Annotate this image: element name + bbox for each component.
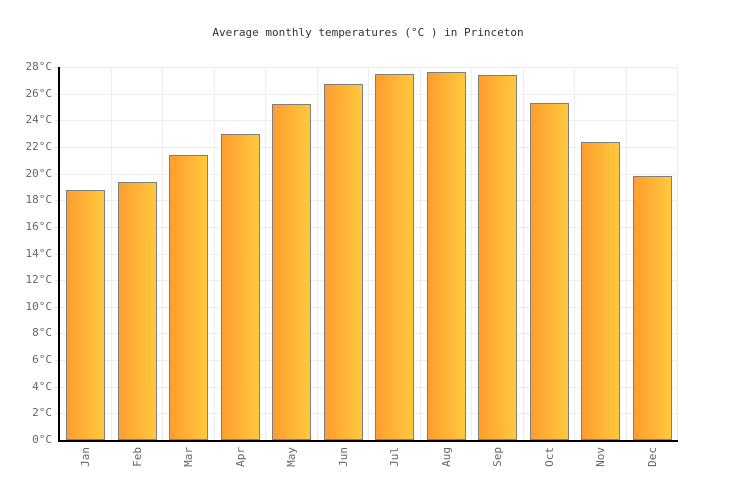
h-gridline <box>60 306 678 308</box>
y-tick <box>55 306 60 308</box>
x-label-slot: Feb <box>112 447 164 493</box>
y-axis-label: 20°C <box>25 166 53 180</box>
bar-may <box>272 104 312 440</box>
v-gridline <box>316 67 318 440</box>
bar-jul <box>375 73 415 440</box>
x-axis-label: Jun <box>336 447 350 467</box>
x-label-slot: Jul <box>369 447 421 493</box>
v-gridline <box>522 67 524 440</box>
y-tick <box>55 360 60 362</box>
y-axis-label: 26°C <box>25 86 53 100</box>
y-tick <box>55 226 60 228</box>
x-axis-line <box>58 440 678 442</box>
h-gridline <box>60 200 678 202</box>
h-gridline <box>60 333 678 335</box>
y-tick <box>55 280 60 282</box>
bar-apr <box>220 133 260 440</box>
x-axis-label: Feb <box>130 447 144 467</box>
y-axis-label: 4°C <box>32 379 52 393</box>
x-axis-label: Apr <box>233 447 247 467</box>
y-axis-label: 14°C <box>25 246 53 260</box>
bar-jun <box>323 84 363 440</box>
h-gridline <box>60 120 678 122</box>
y-axis-label: 16°C <box>25 219 53 233</box>
x-axis-label: Sep <box>491 447 505 467</box>
v-gridline <box>368 67 369 440</box>
x-axis-label: Aug <box>439 447 453 467</box>
y-tick <box>55 200 60 202</box>
x-axis-label: Jul <box>388 447 402 467</box>
bar-jan <box>66 189 106 440</box>
h-gridline <box>60 253 678 255</box>
chart-title: Average monthly temperatures (°C ) in Pr… <box>212 26 524 39</box>
x-label-slot: Apr <box>215 447 267 493</box>
y-axis-label: 2°C <box>32 406 52 420</box>
y-tick <box>55 333 60 335</box>
x-axis-label: May <box>285 447 299 467</box>
x-axis-label: Nov <box>594 447 608 467</box>
y-tick <box>55 146 60 148</box>
x-label-slot: Dec <box>627 447 679 493</box>
h-gridline <box>60 386 678 388</box>
bar-oct <box>529 102 569 440</box>
x-axis-label: Mar <box>182 447 196 467</box>
v-gridline <box>110 67 112 440</box>
x-axis-label: Oct <box>542 447 556 467</box>
bar-feb <box>117 181 157 440</box>
v-gridline <box>419 67 421 440</box>
y-axis-label: 0°C <box>32 433 52 446</box>
bar-mar <box>169 154 209 440</box>
h-gridline <box>60 93 678 95</box>
v-gridline <box>625 67 627 440</box>
h-gridline <box>60 280 678 282</box>
h-gridline <box>60 146 678 148</box>
bar-aug <box>426 72 466 440</box>
x-label-slot: May <box>266 447 318 493</box>
v-gridline <box>213 67 215 440</box>
x-label-slot: Nov <box>575 447 627 493</box>
h-gridline <box>60 226 678 228</box>
y-axis-label: 18°C <box>25 193 53 207</box>
y-axis-label: 12°C <box>25 273 53 287</box>
y-axis-label: 28°C <box>25 60 53 73</box>
v-gridline <box>677 67 678 440</box>
v-gridline <box>162 67 163 440</box>
x-axis-label: Dec <box>645 447 659 467</box>
y-axis-label: 24°C <box>25 113 53 127</box>
y-axis-label: 10°C <box>25 299 53 313</box>
h-gridline <box>60 360 678 362</box>
y-tick <box>55 93 60 95</box>
y-axis-label: 8°C <box>32 326 52 340</box>
x-label-slot: Sep <box>472 447 524 493</box>
y-tick <box>55 173 60 175</box>
y-axis-line <box>58 67 60 442</box>
y-tick <box>55 253 60 255</box>
bar-dec <box>632 176 672 440</box>
y-tick <box>55 67 60 68</box>
y-tick <box>55 386 60 388</box>
v-gridline <box>574 67 575 440</box>
x-label-slot: Mar <box>163 447 215 493</box>
bar-nov <box>581 141 621 440</box>
v-gridline <box>471 67 472 440</box>
y-axis-label: 6°C <box>32 353 52 367</box>
x-label-slot: Oct <box>524 447 576 493</box>
bar-sep <box>478 75 518 440</box>
x-label-slot: Aug <box>421 447 473 493</box>
x-label-slot: Jun <box>318 447 370 493</box>
y-axis-label: 22°C <box>25 139 53 153</box>
x-axis-label: Jan <box>79 447 93 467</box>
h-gridline <box>60 413 678 415</box>
v-gridline <box>265 67 266 440</box>
x-label-slot: Jan <box>60 447 112 493</box>
h-gridline <box>60 173 678 175</box>
y-tick <box>55 120 60 122</box>
h-gridline <box>60 67 678 68</box>
plot-area <box>60 67 678 440</box>
y-tick <box>55 413 60 415</box>
